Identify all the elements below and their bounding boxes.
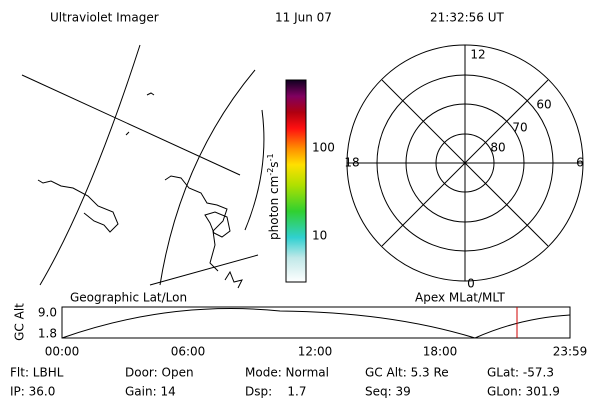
mlt-label: 6 [576, 156, 584, 170]
colorbar-tick: 100 [312, 141, 335, 155]
colorbar-tick: 10 [312, 229, 327, 243]
x-tick-label: 18:00 [423, 345, 458, 359]
colorbar: photon cm-2s-1 [266, 79, 307, 283]
info-field: Dsp: 1.7 [245, 385, 307, 399]
header-title: Ultraviolet Imager [50, 11, 159, 25]
info-field: GLon: 301.9 [487, 385, 560, 399]
polar-grid [346, 44, 584, 282]
info-field: Mode: Normal [245, 366, 329, 380]
map [21, 44, 265, 289]
plot-title: Apex MLat/MLT [415, 291, 505, 305]
x-tick-label: 23:59 [553, 345, 588, 359]
unit-text: photon cm [267, 176, 281, 240]
mlat-label: 80 [490, 141, 505, 155]
mlat-label: 70 [512, 121, 527, 135]
altitude-plot [61, 306, 571, 339]
y-tick-label: 9.0 [38, 306, 57, 320]
info-field: IP: 36.0 [10, 385, 55, 399]
mlt-label: 12 [470, 48, 485, 62]
info-field: GC Alt: 5.3 Re [365, 366, 449, 380]
info-field: GLat: -57.3 [487, 366, 554, 380]
x-tick-label: 12:00 [298, 345, 333, 359]
unit-text: s [267, 161, 281, 167]
info-field: Door: Open [125, 366, 194, 380]
x-tick-label: 00:00 [45, 345, 80, 359]
mlt-label: 0 [467, 277, 475, 291]
unit-sup: -1 [266, 153, 275, 161]
mlt-label: 18 [344, 156, 359, 170]
mlat-label: 60 [536, 98, 551, 112]
plot-title: Geographic Lat/Lon [70, 291, 187, 305]
info-field: Seq: 39 [365, 385, 411, 399]
colorbar-unit: photon cm-2s-1 [266, 153, 281, 240]
header-time: 21:32:56 UT [430, 11, 504, 25]
y-tick-label: 1.8 [38, 327, 57, 341]
colorbar-scale [285, 79, 307, 283]
header-date: 11 Jun 07 [275, 11, 332, 25]
y-axis-label: GC Alt [13, 303, 27, 341]
info-field: Gain: 14 [125, 385, 176, 399]
info-field: Flt: LBHL [10, 366, 64, 380]
x-tick-label: 06:00 [171, 345, 206, 359]
unit-sup: -2 [266, 168, 275, 176]
